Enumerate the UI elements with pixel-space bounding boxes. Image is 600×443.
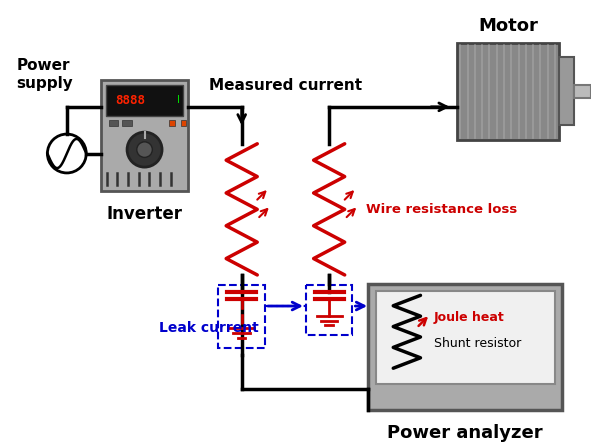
FancyBboxPatch shape <box>101 80 188 191</box>
Text: Measured current: Measured current <box>209 78 362 93</box>
Bar <box>306 285 352 335</box>
Text: Wire resistance loss: Wire resistance loss <box>366 203 517 216</box>
Text: I: I <box>177 95 180 105</box>
Bar <box>218 285 265 348</box>
Text: Inverter: Inverter <box>107 205 182 223</box>
FancyBboxPatch shape <box>109 120 118 126</box>
FancyBboxPatch shape <box>122 120 132 126</box>
FancyBboxPatch shape <box>106 85 184 116</box>
FancyBboxPatch shape <box>181 120 187 126</box>
Text: Leak current: Leak current <box>159 321 259 335</box>
Text: Power analyzer: Power analyzer <box>388 424 543 442</box>
Circle shape <box>137 142 152 157</box>
Text: 8888: 8888 <box>115 93 145 107</box>
FancyBboxPatch shape <box>376 291 554 384</box>
FancyBboxPatch shape <box>368 284 562 410</box>
Text: Shunt resistor: Shunt resistor <box>434 337 521 350</box>
Text: Power
supply: Power supply <box>16 58 73 91</box>
FancyBboxPatch shape <box>169 120 175 126</box>
Text: Motor: Motor <box>478 17 538 35</box>
Text: Joule heat: Joule heat <box>434 311 505 324</box>
FancyBboxPatch shape <box>574 85 592 98</box>
FancyBboxPatch shape <box>457 43 559 140</box>
FancyBboxPatch shape <box>559 57 574 125</box>
Circle shape <box>127 132 162 167</box>
